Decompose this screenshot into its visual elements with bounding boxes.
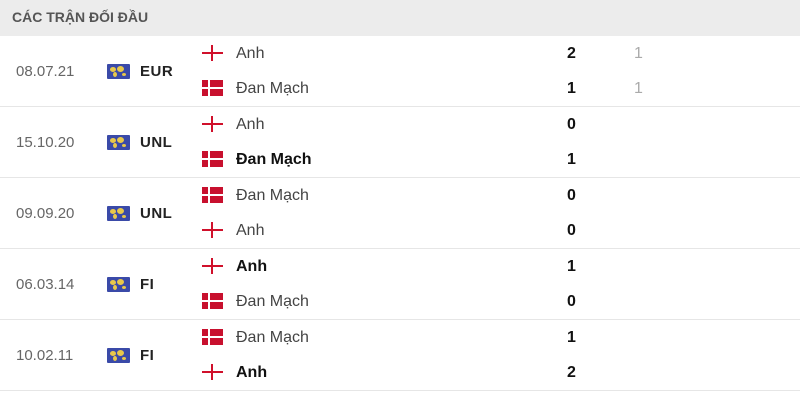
denmark-flag-icon (202, 293, 223, 309)
team-name: Anh (236, 222, 265, 239)
team-row[interactable]: Đan Mạch 1 (202, 320, 762, 355)
team-row[interactable]: Anh 2 1 (202, 36, 762, 71)
match-row[interactable]: 06.03.14 FI Anh 1 Đan Mạch 0 (0, 249, 800, 320)
match-date: 08.07.21 (16, 63, 75, 80)
world-map-icon (107, 64, 130, 79)
section-header: CÁC TRẬN ĐỐI ĐẦU (0, 0, 800, 36)
match-date: 06.03.14 (16, 276, 75, 293)
match-list: 08.07.21 EUR Anh 2 1 Đan Mạch 1 1 15.10.… (0, 36, 800, 391)
team-score: 0 (567, 293, 576, 310)
competition-label: FI (140, 276, 155, 293)
team-name: Đan Mạch (236, 329, 309, 346)
team-name: Anh (236, 258, 268, 275)
match-row[interactable]: 10.02.11 FI Đan Mạch 1 Anh 2 (0, 320, 800, 391)
world-map-icon (107, 135, 130, 150)
england-flag-icon (202, 45, 223, 61)
world-map-icon (107, 348, 130, 363)
denmark-flag-icon (202, 151, 223, 167)
team-score: 0 (567, 116, 576, 133)
match-date: 09.09.20 (16, 205, 75, 222)
team-row[interactable]: Đan Mạch 0 (202, 178, 762, 213)
england-flag-icon (202, 222, 223, 238)
england-flag-icon (202, 258, 223, 274)
england-flag-icon (202, 364, 223, 380)
team-row[interactable]: Anh 1 (202, 249, 762, 284)
world-map-icon (107, 206, 130, 221)
team-extra-score: 1 (634, 80, 643, 97)
team-extra-score: 1 (634, 45, 643, 62)
team-score: 1 (567, 151, 576, 168)
team-score: 0 (567, 222, 576, 239)
team-name: Đan Mạch (236, 80, 309, 97)
world-map-icon (107, 277, 130, 292)
team-name: Đan Mạch (236, 151, 312, 168)
team-name: Anh (236, 116, 265, 133)
team-row[interactable]: Anh 0 (202, 213, 762, 248)
team-score: 0 (567, 187, 576, 204)
match-date: 10.02.11 (16, 347, 74, 364)
team-name: Anh (236, 364, 268, 381)
match-date: 15.10.20 (16, 134, 75, 151)
match-row[interactable]: 09.09.20 UNL Đan Mạch 0 Anh 0 (0, 178, 800, 249)
denmark-flag-icon (202, 329, 223, 345)
match-row[interactable]: 15.10.20 UNL Anh 0 Đan Mạch 1 (0, 107, 800, 178)
team-score: 1 (567, 329, 576, 346)
match-row[interactable]: 08.07.21 EUR Anh 2 1 Đan Mạch 1 1 (0, 36, 800, 107)
competition-label: UNL (140, 134, 173, 151)
team-row[interactable]: Đan Mạch 1 1 (202, 71, 762, 106)
team-score: 1 (567, 258, 576, 275)
competition-label: UNL (140, 205, 173, 222)
denmark-flag-icon (202, 80, 223, 96)
team-name: Đan Mạch (236, 187, 309, 204)
competition-label: EUR (140, 63, 174, 80)
team-row[interactable]: Anh 0 (202, 107, 762, 142)
team-score: 2 (567, 364, 576, 381)
england-flag-icon (202, 116, 223, 132)
team-name: Đan Mạch (236, 293, 309, 310)
team-row[interactable]: Đan Mạch 1 (202, 142, 762, 177)
team-score: 1 (567, 80, 576, 97)
team-row[interactable]: Đan Mạch 0 (202, 284, 762, 319)
team-name: Anh (236, 45, 265, 62)
team-score: 2 (567, 45, 576, 62)
competition-label: FI (140, 347, 155, 364)
denmark-flag-icon (202, 187, 223, 203)
team-row[interactable]: Anh 2 (202, 355, 762, 390)
